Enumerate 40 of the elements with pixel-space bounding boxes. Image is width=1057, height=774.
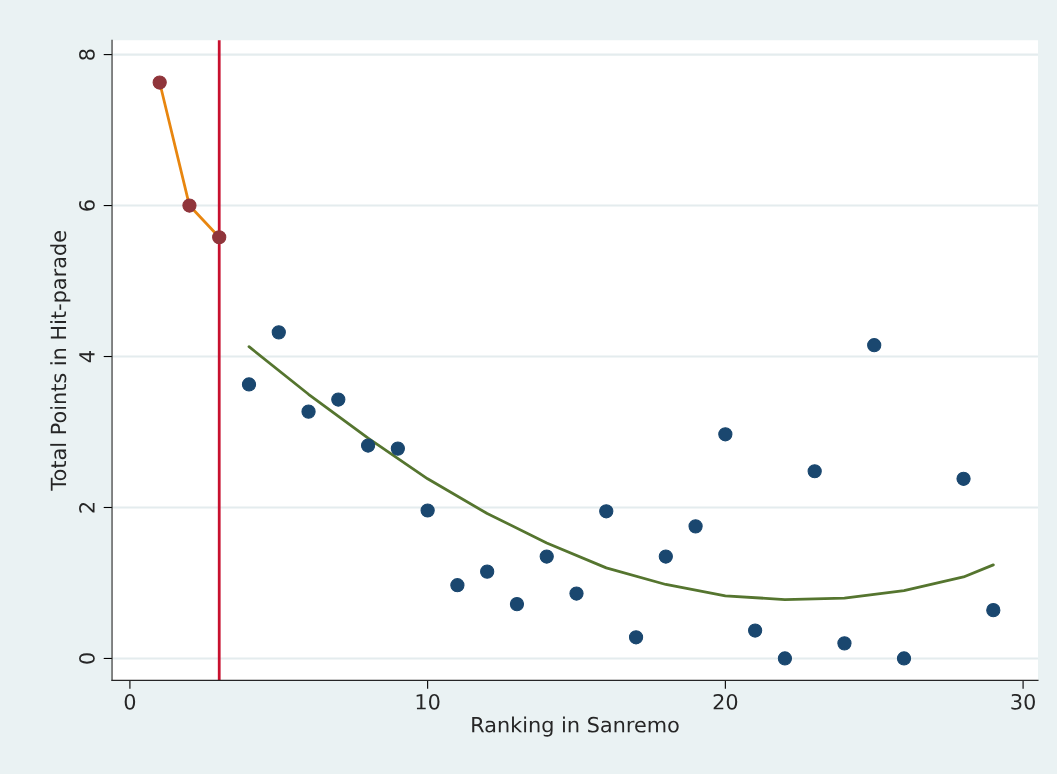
x-tick-label: 20 xyxy=(713,693,738,710)
point xyxy=(777,651,793,666)
point xyxy=(807,464,822,479)
point xyxy=(867,338,882,353)
point xyxy=(509,596,525,612)
point xyxy=(569,586,584,601)
point xyxy=(420,503,435,518)
point xyxy=(182,198,197,213)
point xyxy=(718,427,733,442)
y-axis-title: Total Points in Hit-parade xyxy=(50,231,71,491)
point xyxy=(986,603,1001,618)
x-axis-title: Ranking in Sanremo xyxy=(472,716,679,737)
point xyxy=(301,404,316,419)
point xyxy=(837,636,852,651)
y-tick-label: 6 xyxy=(79,200,95,211)
point xyxy=(152,75,167,90)
point xyxy=(896,651,912,666)
point xyxy=(360,438,376,453)
y-tick-label: 8 xyxy=(79,49,95,60)
x-tick-label: 0 xyxy=(124,693,136,710)
point xyxy=(212,230,227,245)
point xyxy=(628,630,644,645)
y-tick-label: 2 xyxy=(79,502,95,513)
x-tick-label: 30 xyxy=(1011,693,1035,710)
point xyxy=(271,325,286,340)
point xyxy=(450,578,465,593)
point xyxy=(748,623,763,638)
point xyxy=(539,549,554,564)
y-tick-label: 4 xyxy=(79,351,95,363)
line-series xyxy=(247,345,995,601)
point xyxy=(956,471,971,486)
x-tick-label: 10 xyxy=(416,693,440,710)
point xyxy=(599,504,614,519)
point xyxy=(390,441,405,456)
point xyxy=(688,519,703,534)
point xyxy=(658,549,673,564)
point xyxy=(331,392,346,407)
point xyxy=(241,377,257,392)
y-tick-label: 0 xyxy=(79,653,95,664)
point xyxy=(480,564,495,579)
